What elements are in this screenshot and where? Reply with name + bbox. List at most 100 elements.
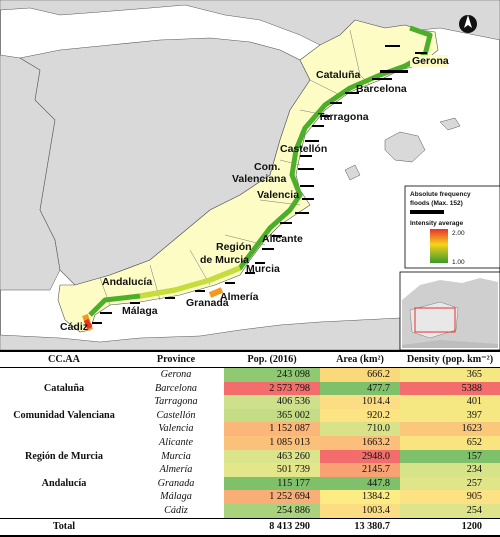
city-label-tarragona: Tarragona (318, 111, 369, 123)
cell-area: 2145.7 (320, 463, 400, 477)
region-label-valenciana-2: Valenciana (232, 173, 286, 185)
header-pop: Pop. (2016) (224, 350, 320, 368)
total-pop: 8 413 290 (224, 517, 320, 537)
cell-density: 234 (400, 463, 500, 477)
cell-density: 257 (400, 476, 500, 491)
total-density: 1200 (400, 517, 500, 537)
cell-province: Almería (159, 464, 193, 476)
cell-density: 157 (400, 449, 500, 464)
table-row: Alicante 1 085 013 1663.2 652 (0, 435, 500, 450)
city-label-cadiz: Cádiz (60, 321, 88, 333)
cell-area: 1384.2 (320, 490, 400, 504)
cell-province: Valencia (158, 423, 194, 435)
cell-province: Castellón (156, 409, 196, 421)
cell-density: 397 (400, 408, 500, 423)
cell-ccaa: Cataluña (43, 382, 85, 394)
cell-ccaa: Andalucía (41, 477, 87, 489)
table-row: Comunidad Valenciana Castellón 365 002 920.… (0, 408, 500, 423)
table-row: Málaga 1 252 694 1384.2 905 (0, 490, 500, 504)
region-label-cataluna: Cataluña (316, 69, 361, 81)
cell-province: Málaga (160, 491, 192, 503)
city-label-malaga: Málaga (122, 305, 158, 317)
cell-density: 254 (400, 503, 500, 519)
cell-ccaa (0, 463, 128, 477)
cell-area: 1663.2 (320, 435, 400, 450)
header-density: Density (pop. km⁻²) (400, 350, 500, 368)
cell-ccaa (0, 422, 128, 436)
cell-province: Alicante (159, 436, 193, 448)
cell-province: Granada (157, 477, 195, 489)
cell-pop: 463 260 (224, 449, 320, 464)
header-area: Area (km²) (320, 350, 400, 368)
city-label-murcia: Murcia (246, 263, 280, 275)
total-label: Total (0, 517, 128, 537)
cell-density: 5388 (400, 381, 500, 396)
legend-intensity-ramp (430, 229, 448, 263)
cell-area: 710.0 (320, 422, 400, 436)
table-row: Almería 501 739 2145.7 234 (0, 463, 500, 477)
legend-min: 1.00 (452, 259, 465, 266)
cell-ccaa (0, 395, 128, 409)
cell-area: 2948.0 (320, 449, 400, 464)
cell-density: 1623 (400, 422, 500, 436)
cell-pop: 254 886 (224, 503, 320, 519)
cell-province: Gerona (160, 369, 192, 380)
region-label-murcia-2: de Murcia (200, 254, 249, 266)
cell-pop: 1 152 087 (224, 422, 320, 436)
table-row: Andalucía Granada 115 177 447.8 257 (0, 476, 500, 491)
inset-locator-map (399, 271, 500, 351)
north-arrow-icon (459, 15, 477, 33)
city-labels: Gerona Barcelona Tarragona Castellón Val… (60, 55, 449, 333)
map-svg: Cataluña Com. Valenciana Región de Murci… (0, 0, 500, 351)
city-label-barcelona: Barcelona (356, 83, 407, 95)
region-label-murcia-1: Región (216, 241, 252, 253)
mallorca-island (384, 131, 426, 163)
region-label-valenciana-1: Com. (254, 161, 280, 173)
cell-pop: 1 252 694 (224, 490, 320, 504)
cell-ccaa: Comunidad Valenciana (13, 409, 115, 421)
cell-pop: 115 177 (224, 476, 320, 491)
cell-province: Barcelona (154, 382, 198, 394)
city-label-almeria: Almería (220, 291, 259, 303)
frequency-bars (92, 45, 427, 324)
cell-pop: 2 573 798 (224, 381, 320, 396)
header-province: Province (128, 350, 224, 368)
cell-area: 920.2 (320, 408, 400, 423)
table-row: Valencia 1 152 087 710.0 1623 (0, 422, 500, 436)
cell-pop: 406 536 (224, 395, 320, 409)
cell-pop: 1 085 013 (224, 435, 320, 450)
cell-province: Cádiz (164, 504, 188, 516)
total-area: 13 380.7 (320, 517, 400, 537)
cell-density: 401 (400, 395, 500, 409)
cell-province: Tarragona (154, 396, 198, 408)
table-total-row: Total 8 413 290 13 380.7 1200 (0, 517, 500, 537)
coast-band-hotspot2 (83, 318, 93, 330)
city-label-gerona: Gerona (412, 55, 449, 67)
legend-title-line2: floods (Max. 152) (410, 200, 463, 207)
cell-pop: 365 002 (224, 408, 320, 423)
france-landmass (0, 0, 500, 56)
province-stats-table: CC.AA Province Pop. (2016) Area (km²) De… (0, 350, 500, 537)
legend: Absolute frequency floods (Max. 152) Int… (404, 185, 500, 269)
cell-ccaa (0, 490, 128, 504)
cell-area: 1003.4 (320, 503, 400, 519)
cell-ccaa (0, 368, 128, 382)
cell-ccaa (0, 504, 128, 518)
coastal-flood-map: Cataluña Com. Valenciana Región de Murci… (0, 0, 500, 351)
cell-area: 1014.4 (320, 395, 400, 409)
cell-pop: 501 739 (224, 463, 320, 477)
table-row: Gerona 243 098 666.2 365 (0, 367, 500, 382)
table-row: Cataluña Barcelona 2 573 798 477.7 5388 (0, 381, 500, 396)
table-row: Tarragona 406 536 1014.4 401 (0, 395, 500, 409)
legend-max: 2.00 (452, 230, 465, 237)
cell-pop: 243 098 (224, 367, 320, 382)
cell-ccaa: Región de Murcia (25, 450, 103, 462)
cell-density: 365 (400, 367, 500, 382)
cell-density: 652 (400, 435, 500, 450)
legend-intensity-label: Intensity average (410, 220, 463, 227)
cell-area: 666.2 (320, 367, 400, 382)
cell-area: 447.8 (320, 476, 400, 491)
region-label-andalucia: Andalucía (102, 276, 152, 288)
total-empty (128, 517, 224, 537)
cell-province: Murcia (161, 450, 191, 462)
